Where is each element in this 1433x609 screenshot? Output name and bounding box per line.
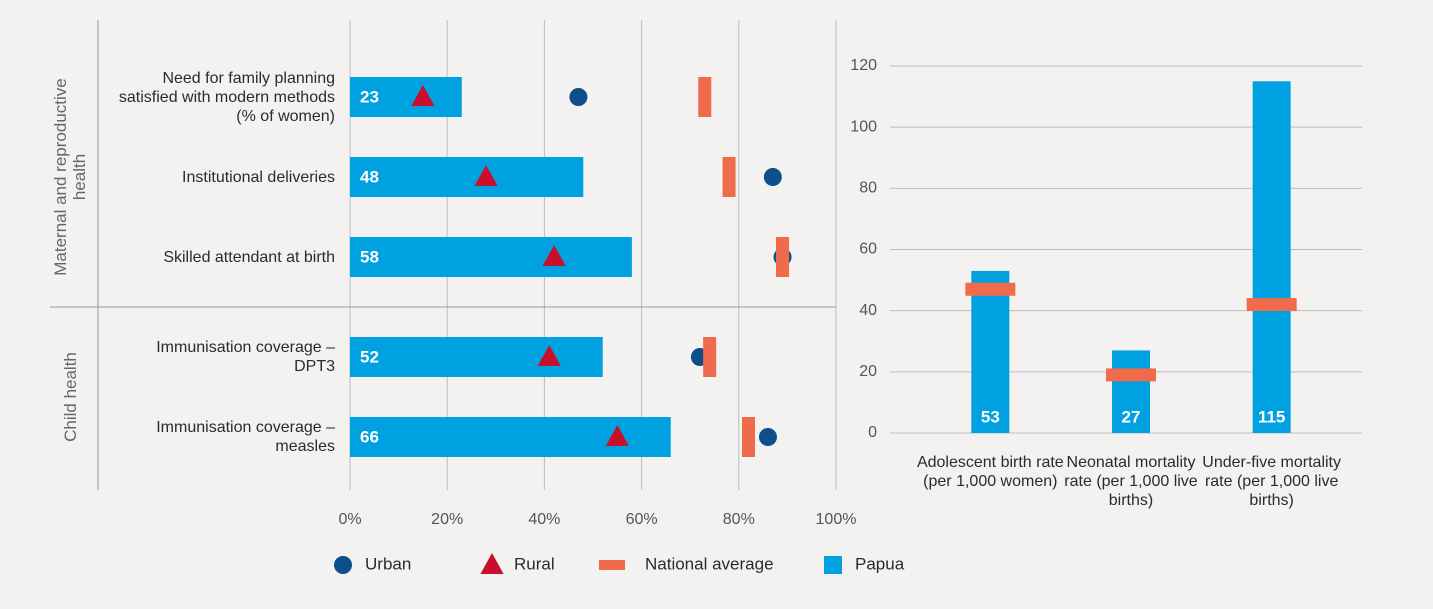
legend-label: National average (645, 554, 774, 573)
value-label: 48 (360, 167, 379, 186)
bar (1112, 350, 1150, 433)
x-tick-label: 100% (816, 511, 857, 528)
category-label: Adolescent birth rate (per 1,000 women) (916, 454, 1064, 490)
value-label: 115 (1258, 407, 1285, 426)
national-marker (722, 157, 736, 197)
bar (1252, 81, 1291, 434)
urban-marker (763, 168, 782, 186)
national-marker (1246, 298, 1297, 312)
group-label: Maternal and reproductive health (51, 78, 89, 276)
bar (350, 237, 632, 277)
national-marker (698, 77, 712, 117)
legend-label: Papua (855, 554, 905, 573)
group-label: Child health (60, 352, 80, 442)
value-label: 52 (360, 347, 379, 366)
y-tick-label: 100 (850, 118, 877, 135)
value-label: 66 (360, 427, 379, 446)
x-tick-label: 40% (528, 511, 560, 528)
bar (350, 77, 462, 117)
y-tick-label: 120 (850, 57, 877, 74)
x-tick-label: 80% (723, 511, 755, 528)
national-marker (965, 282, 1016, 296)
legend-swatch (480, 553, 504, 574)
national-marker (703, 337, 717, 377)
legend-swatch (824, 556, 842, 574)
category-label: Immunisation coverage – measles (156, 419, 335, 455)
y-tick-label: 80 (859, 180, 877, 197)
legend-label: Urban (365, 554, 411, 573)
category-label: Immunisation coverage – DPT3 (156, 339, 335, 375)
urban-marker (758, 428, 777, 446)
national-marker (742, 417, 756, 457)
y-tick-label: 40 (859, 302, 877, 319)
y-tick-label: 0 (868, 424, 877, 441)
category-label: Skilled attendant at birth (163, 248, 335, 266)
category-label: Institutional deliveries (182, 168, 335, 186)
rural-marker (605, 425, 629, 446)
bar (350, 337, 603, 377)
y-tick-label: 20 (859, 363, 877, 380)
legend-label: Rural (514, 554, 555, 573)
rural-marker (537, 345, 561, 366)
category-label: Under-five mortality rate (per 1,000 liv… (1202, 454, 1341, 509)
rural-marker (474, 165, 498, 186)
rural-marker (542, 245, 566, 266)
national-marker (776, 237, 790, 277)
legend-swatch (334, 556, 352, 574)
value-label: 58 (360, 247, 379, 266)
category-label: Neonatal mortality rate (per 1,000 live … (1064, 454, 1198, 509)
bar (350, 157, 584, 197)
category-label: Need for family planning satisfied with … (118, 69, 335, 125)
urban-marker (569, 88, 588, 106)
y-tick-label: 60 (859, 241, 877, 258)
rural-marker (411, 85, 435, 106)
x-tick-label: 0% (338, 511, 361, 528)
x-tick-label: 20% (431, 511, 463, 528)
x-tick-label: 60% (626, 511, 658, 528)
bar (971, 270, 1010, 433)
value-label: 23 (360, 87, 379, 106)
national-marker (1106, 368, 1156, 382)
value-label: 27 (1122, 407, 1141, 426)
value-label: 53 (981, 407, 1000, 426)
legend-swatch (599, 560, 625, 570)
